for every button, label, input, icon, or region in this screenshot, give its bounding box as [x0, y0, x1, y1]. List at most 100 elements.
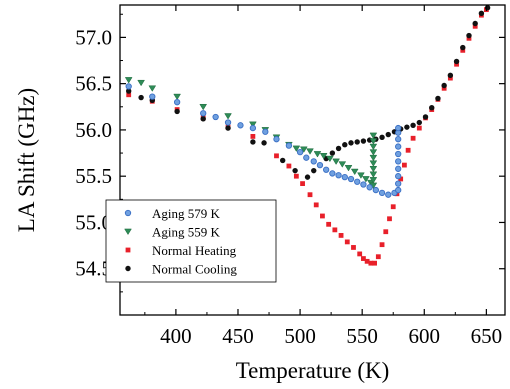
data-point-0-2 — [173, 99, 181, 106]
data-point-0-19 — [347, 175, 355, 183]
data-point-1-27 — [369, 160, 378, 167]
data-point-0-8 — [262, 128, 269, 135]
legend-label-2: Normal Heating — [152, 243, 237, 258]
data-point-3-25 — [329, 150, 336, 156]
data-point-0-33 — [395, 143, 402, 150]
plot-frame — [119, 4, 506, 316]
data-point-0-16 — [329, 170, 336, 177]
data-point-0-36 — [395, 124, 402, 132]
series-normal-cooling — [125, 5, 491, 180]
data-point-0-34 — [395, 136, 402, 143]
data-point-2-40 — [460, 47, 466, 53]
data-point-0-22 — [366, 184, 373, 191]
data-point-0-17 — [335, 172, 342, 179]
data-point-1-30 — [369, 143, 378, 151]
legend-box — [105, 199, 277, 283]
data-point-1-6 — [249, 121, 257, 128]
data-point-0-11 — [296, 148, 304, 156]
data-point-1-5 — [224, 113, 232, 120]
data-point-1-16 — [332, 158, 340, 165]
data-point-3-5 — [453, 58, 460, 65]
data-point-0-24 — [378, 189, 386, 197]
legend: Aging 579 K Aging 559 K Normal Heating Norm… — [105, 199, 277, 283]
data-point-3-29 — [304, 174, 311, 180]
y-tick-label-55-5: 55.5 — [75, 164, 112, 188]
data-point-0-10 — [285, 142, 293, 149]
data-point-1-15 — [326, 155, 334, 163]
data-point-2-30 — [402, 162, 407, 168]
data-point-0-13 — [310, 158, 317, 165]
data-point-3-39 — [125, 88, 132, 94]
data-point-3-1 — [478, 10, 485, 17]
data-point-3-0 — [484, 5, 491, 11]
data-point-3-22 — [348, 140, 354, 146]
y-axis-title: LA Shift (GHz) — [14, 88, 39, 232]
y-tick-label-56-5: 56.5 — [75, 72, 112, 96]
x-tick-label-500: 500 — [284, 324, 316, 348]
data-point-2-9 — [300, 181, 305, 186]
data-point-3-24 — [335, 145, 342, 152]
data-point-2-6 — [274, 153, 279, 159]
data-point-1-29 — [369, 149, 378, 156]
y-tick-label-56: 56.0 — [75, 118, 112, 142]
data-point-2-15 — [338, 233, 344, 238]
legend-marker-2 — [125, 247, 131, 253]
data-point-2-14 — [332, 227, 338, 233]
data-point-1-3 — [173, 93, 181, 101]
data-point-3-36 — [174, 108, 180, 115]
data-point-3-33 — [250, 139, 256, 145]
data-point-2-20 — [364, 258, 370, 264]
data-point-0-23 — [372, 186, 379, 194]
data-point-3-38 — [138, 94, 144, 101]
data-point-0-12 — [303, 154, 310, 161]
data-point-0-29 — [395, 173, 402, 180]
data-point-2-33 — [416, 125, 422, 131]
data-point-0-32 — [395, 150, 402, 158]
data-point-3-20 — [360, 138, 367, 144]
data-point-0-6 — [237, 122, 244, 129]
data-point-2-27 — [390, 204, 396, 210]
y-tick-label-57: 57.0 — [75, 25, 112, 49]
data-point-1-26 — [369, 165, 378, 173]
series-aging-579-k — [125, 83, 402, 198]
data-point-2-41 — [466, 35, 472, 41]
data-point-0-7 — [249, 124, 257, 132]
data-point-2-13 — [326, 221, 332, 227]
data-point-1-18 — [344, 165, 353, 172]
legend-marker-3 — [125, 265, 131, 272]
data-point-1-28 — [369, 154, 378, 162]
data-point-2-26 — [387, 216, 392, 222]
data-point-3-30 — [292, 167, 298, 174]
data-point-3-21 — [354, 139, 360, 145]
data-point-3-8 — [435, 95, 441, 102]
data-point-1-11 — [299, 146, 308, 153]
data-point-3-23 — [342, 142, 348, 148]
data-point-2-17 — [351, 245, 356, 250]
data-point-1-21 — [362, 176, 370, 183]
data-point-1-2 — [148, 85, 157, 92]
data-point-2-37 — [441, 85, 447, 91]
data-point-2-19 — [361, 256, 366, 261]
data-point-3-12 — [410, 122, 416, 128]
data-point-0-0 — [125, 83, 132, 90]
series-aging-559-k — [124, 77, 378, 189]
data-point-3-6 — [447, 72, 454, 79]
data-point-1-20 — [357, 172, 365, 179]
data-point-2-39 — [454, 61, 459, 67]
data-point-2-8 — [293, 173, 299, 179]
x-tick-label-650: 650 — [471, 324, 503, 348]
data-point-3-3 — [466, 32, 472, 39]
data-point-3-7 — [441, 82, 447, 89]
data-point-2-0 — [126, 92, 132, 98]
data-point-3-35 — [200, 116, 206, 122]
data-point-2-24 — [379, 242, 385, 248]
data-point-3-11 — [416, 119, 423, 126]
data-point-0-20 — [354, 178, 361, 185]
data-point-0-27 — [395, 186, 402, 194]
data-point-0-9 — [273, 136, 280, 143]
x-axis-title: Temperature (K) — [236, 358, 390, 383]
data-point-0-31 — [395, 158, 402, 165]
data-point-2-25 — [383, 229, 389, 235]
data-point-0-14 — [316, 161, 324, 169]
